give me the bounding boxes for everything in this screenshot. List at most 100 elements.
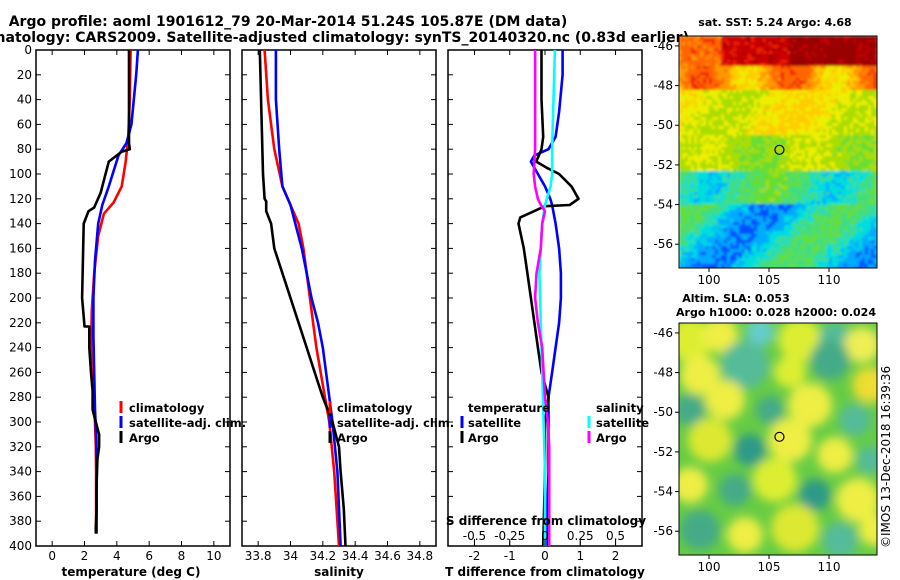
y-tick-label: 200 bbox=[9, 291, 32, 305]
sla-map-panel: Altim. SLA: 0.053 Argo h1000: 0.028 h200… bbox=[653, 292, 878, 574]
temperature-legend-climatology: climatology bbox=[129, 401, 205, 415]
x-tick-label: 10 bbox=[206, 549, 221, 563]
difference-panel: -2 -1 0 1 2 T difference from climatology S … bbox=[445, 49, 649, 579]
map-x-tick-label: 105 bbox=[758, 273, 781, 287]
sla-argo-location-marker bbox=[774, 431, 785, 442]
difference-series bbox=[517, 49, 580, 547]
salinity-y-ticks bbox=[242, 49, 436, 547]
y-tick-label: 220 bbox=[9, 316, 32, 330]
y-tick-label: 140 bbox=[9, 217, 32, 231]
x-tick-label: 0 bbox=[541, 549, 549, 563]
difference-legend-sal-satellite: satellite bbox=[596, 416, 649, 430]
y-tick-label: 260 bbox=[9, 365, 32, 379]
sst-argo-location-marker bbox=[774, 144, 785, 155]
difference-x2-ticks: -0.5 -0.25 0 0.25 0.5 bbox=[463, 529, 625, 546]
sla-map-x-ticks: 100 105 110 bbox=[698, 555, 841, 574]
map-y-tick-label: -48 bbox=[653, 366, 673, 380]
map-x-tick-label: 110 bbox=[818, 560, 841, 574]
sla-map-frame bbox=[678, 322, 878, 556]
x-tick-label: 33.8 bbox=[245, 549, 272, 563]
y-tick-label: 40 bbox=[17, 93, 32, 107]
figure-title-line2: Climatology: CARS2009. Satellite-adjuste… bbox=[0, 30, 689, 46]
x-tick-label: -1 bbox=[504, 549, 516, 563]
series-line-temperature-satellite bbox=[529, 50, 564, 546]
salinity-series bbox=[258, 49, 347, 547]
x2-tick-label: -0.5 bbox=[463, 529, 486, 543]
difference-legend-sal-argo: Argo bbox=[596, 431, 627, 445]
series-line-argo bbox=[80, 50, 132, 534]
x-tick-label: 2 bbox=[81, 549, 89, 563]
difference-legend-salinity: salinity satellite Argo bbox=[587, 401, 649, 445]
sla-map-field bbox=[679, 323, 877, 555]
y-tick-label: 380 bbox=[9, 514, 32, 528]
map-x-tick-label: 100 bbox=[698, 273, 721, 287]
series-line-salinity-argo bbox=[532, 50, 551, 546]
map-y-tick-label: -56 bbox=[653, 524, 673, 538]
sla-map-y-ticks: -46 -48 -50 -52 -54 -56 bbox=[653, 326, 679, 538]
series-line-climatology bbox=[263, 49, 341, 547]
y-tick-label: 300 bbox=[9, 415, 32, 429]
map-y-tick-label: -50 bbox=[653, 405, 673, 419]
sla-map-subtitle: Argo h1000: 0.028 h2000: 0.024 bbox=[676, 306, 876, 319]
map-y-tick-label: -52 bbox=[653, 445, 673, 459]
salinity-panel: 33.8 34 34.2 34.4 34.6 34.8 salinity climatol… bbox=[241, 49, 454, 579]
temperature-series bbox=[80, 49, 140, 534]
x-tick-label: 2 bbox=[612, 549, 620, 563]
difference-legend-temp-argo: Argo bbox=[468, 431, 499, 445]
difference-y-ticks bbox=[448, 49, 642, 547]
difference-x-label: T difference from climatology bbox=[445, 565, 645, 579]
salinity-x-label: salinity bbox=[314, 565, 364, 579]
x-tick-label: 34 bbox=[283, 549, 298, 563]
difference-legend-temperature: temperature satellite Argo bbox=[460, 401, 550, 445]
x2-tick-label: -0.25 bbox=[494, 529, 525, 543]
temperature-y-ticks: 0 20 40 60 80 100 120 140 160 180 200 220 240 260 280 3… bbox=[9, 43, 230, 553]
sst-map-x-ticks: 100 105 110 bbox=[698, 268, 840, 287]
x-tick-label: 34.2 bbox=[309, 549, 336, 563]
x-tick-label: 1 bbox=[576, 549, 584, 563]
temperature-legend-argo: Argo bbox=[129, 431, 160, 445]
series-line-satellite-adj-clim- bbox=[92, 49, 140, 534]
map-y-tick-label: -46 bbox=[653, 39, 673, 53]
difference-legend-temperature-title: temperature bbox=[468, 401, 550, 415]
y-tick-label: 320 bbox=[9, 440, 32, 454]
x-tick-label: 34.6 bbox=[374, 549, 401, 563]
sst-map-title: sat. SST: 5.24 Argo: 4.68 bbox=[698, 16, 851, 29]
temperature-legend-satellite: satellite-adj. clim. bbox=[129, 416, 246, 430]
sst-map-y-ticks: -46 -48 -50 -52 -54 -56 bbox=[653, 39, 679, 251]
figure-title-line1: Argo profile: aoml 1901612_79 20-Mar-201… bbox=[9, 14, 568, 30]
y-tick-label: 180 bbox=[9, 266, 32, 280]
sst-map-field bbox=[679, 36, 877, 268]
map-y-tick-label: -54 bbox=[653, 198, 673, 212]
x-tick-label: 8 bbox=[178, 549, 186, 563]
sst-map-frame bbox=[678, 35, 878, 269]
salinity-legend-climatology: climatology bbox=[337, 401, 413, 415]
temperature-x-label: temperature (deg C) bbox=[62, 565, 201, 579]
salinity-x-ticks: 33.8 34 34.2 34.4 34.6 34.8 bbox=[245, 50, 433, 563]
map-y-tick-label: -52 bbox=[653, 158, 673, 172]
temperature-legend: climatology satellite-adj. clim. Argo bbox=[119, 401, 246, 445]
y-tick-label: 160 bbox=[9, 241, 32, 255]
x-tick-label: 34.8 bbox=[406, 549, 433, 563]
x-tick-label: -2 bbox=[468, 549, 480, 563]
y-tick-label: 340 bbox=[9, 465, 32, 479]
y-tick-label: 100 bbox=[9, 167, 32, 181]
difference-legend-salinity-title: salinity bbox=[596, 401, 644, 415]
y-tick-label: 240 bbox=[9, 341, 32, 355]
series-line-satellite-adj-clim- bbox=[274, 50, 342, 547]
difference-x2-label: S difference from climatology bbox=[446, 514, 646, 528]
temperature-x-ticks: 0 2 4 6 8 10 bbox=[48, 50, 221, 563]
x2-tick-label: 0.25 bbox=[567, 529, 594, 543]
map-x-tick-label: 105 bbox=[758, 560, 781, 574]
map-x-tick-label: 100 bbox=[698, 560, 721, 574]
map-y-tick-label: -50 bbox=[653, 118, 673, 132]
salinity-legend-argo: Argo bbox=[337, 431, 368, 445]
y-tick-label: 400 bbox=[9, 539, 32, 553]
x-tick-label: 6 bbox=[145, 549, 153, 563]
y-tick-label: 0 bbox=[24, 43, 32, 57]
salinity-legend: climatology satellite-adj. clim. Argo bbox=[328, 401, 454, 445]
map-y-tick-label: -46 bbox=[653, 326, 673, 340]
y-tick-label: 80 bbox=[17, 142, 32, 156]
y-tick-label: 60 bbox=[17, 117, 32, 131]
y-tick-label: 360 bbox=[9, 489, 32, 503]
